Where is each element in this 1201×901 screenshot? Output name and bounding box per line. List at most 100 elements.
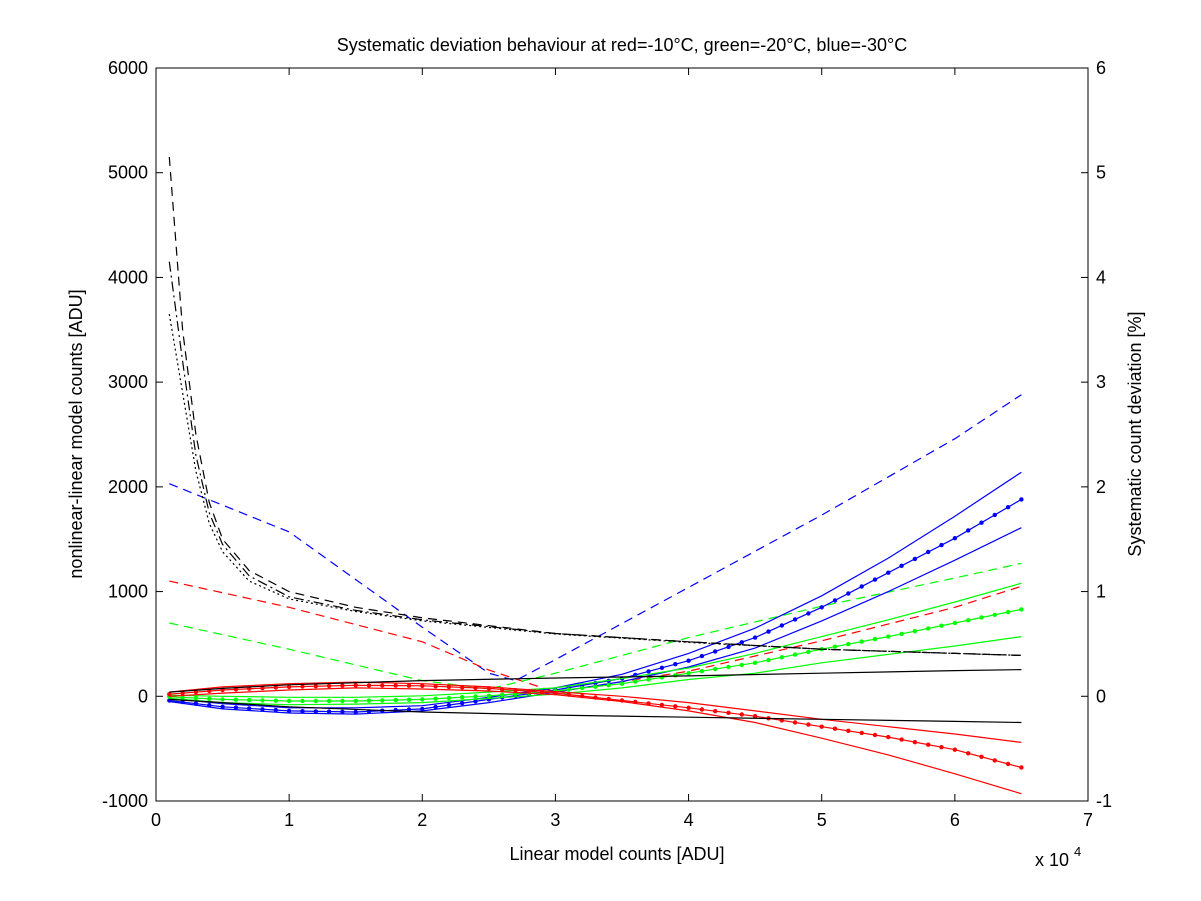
series-green-point — [872, 636, 878, 642]
series-black-dashed-line — [168, 156, 1022, 656]
series-blue-point — [326, 709, 332, 714]
series-green-point — [979, 615, 984, 620]
series-blue-point — [273, 707, 278, 713]
plot-area — [156, 68, 1088, 801]
series-red-point — [1005, 761, 1011, 767]
series-blue-point — [460, 701, 465, 706]
y-axis-label: nonlinear-linear model counts [ADU] — [66, 289, 86, 578]
series-green-point — [353, 698, 358, 704]
series-blue-point — [220, 704, 225, 709]
y2-tick-label: 0 — [1096, 686, 1106, 706]
series-green-point — [420, 697, 425, 702]
series-green-point — [806, 649, 811, 655]
series-red-point — [167, 692, 172, 697]
series-green-point — [992, 612, 997, 617]
x-tick-label: 7 — [1083, 810, 1093, 830]
series-blue-point — [673, 662, 678, 667]
series-red-point — [966, 751, 971, 756]
series-blue-point — [806, 611, 811, 616]
series-green-point — [380, 698, 385, 703]
series-blue-point — [859, 584, 864, 589]
series-red-point — [912, 740, 918, 745]
y2-tick-label: -1 — [1096, 791, 1112, 811]
series-green-solid-line — [169, 636, 1022, 706]
series-green-point — [313, 698, 318, 704]
series-red-point — [926, 742, 931, 747]
series-red-point — [326, 683, 332, 689]
series-red-point — [300, 684, 305, 689]
y-tick-label: 3000 — [108, 372, 148, 392]
series-green-point — [633, 679, 638, 684]
series-red-point — [273, 685, 278, 690]
series-red-point — [260, 685, 265, 691]
series-blue-point — [926, 549, 931, 555]
series-green-point — [473, 694, 478, 699]
series-green-point — [207, 696, 212, 701]
ticks-layer: 0 1 2 3 4 5 6 7-10000100020003000400050006000-1… — [102, 58, 1112, 830]
series-red-point — [420, 683, 425, 688]
series-green-point — [180, 695, 185, 700]
series-blue-point — [286, 708, 292, 714]
series-red-point — [313, 684, 318, 689]
series-green-point — [619, 681, 625, 686]
series-red-point — [752, 714, 758, 719]
x-tick-label: 3 — [550, 810, 560, 830]
series-red-point — [992, 758, 997, 763]
series-red-point — [193, 689, 199, 695]
series-green-point — [713, 666, 718, 672]
y2-axis-label: Systematic count deviation [%] — [1125, 311, 1145, 556]
series-blue-point — [872, 577, 878, 582]
series-black-solid-line — [169, 669, 1022, 693]
series-blue-point — [406, 707, 412, 712]
y-tick-label: 6000 — [108, 58, 148, 78]
series-red-point — [659, 702, 665, 708]
series-green-point — [952, 620, 958, 626]
series-red-dashed-line — [169, 580, 1022, 693]
series-red-solid-line — [169, 687, 1022, 795]
x-tick-label: 0 — [151, 810, 161, 830]
series-red-point — [366, 683, 372, 688]
series-green-point — [326, 698, 332, 704]
series-blue-point — [686, 658, 691, 663]
series-blue-point — [433, 704, 438, 710]
series-red-point — [859, 730, 864, 736]
series-green-point — [686, 671, 691, 676]
x-tick-label: 6 — [950, 810, 960, 830]
y2-tick-label: 4 — [1096, 267, 1106, 287]
series-blue-point — [739, 640, 744, 645]
series-green-point — [966, 618, 971, 623]
series-blue-point — [446, 702, 452, 708]
series-blue-point — [353, 709, 358, 715]
series-blue-dashed-line — [169, 394, 1022, 682]
series-blue-point — [1005, 505, 1011, 510]
series-red-point — [979, 754, 984, 759]
series-green-point — [766, 657, 771, 663]
series-red-point — [460, 685, 465, 690]
series-blue-point — [992, 512, 997, 518]
series-blue-point — [966, 528, 971, 533]
series-green-point — [726, 664, 731, 670]
x-exponent-label: x 10 — [1035, 850, 1069, 870]
series-green-point — [939, 623, 944, 628]
series-red-point — [806, 722, 811, 727]
series-red-solid-dots-line — [169, 684, 1022, 769]
series-green-point — [832, 644, 838, 649]
series-red-point — [286, 684, 292, 690]
series-blue-point — [899, 563, 904, 568]
series-layer — [167, 156, 1024, 795]
series-blue-point — [313, 709, 318, 714]
series-green-point — [846, 641, 851, 647]
series-green-point — [606, 683, 611, 688]
plot-frame — [155, 67, 1089, 802]
series-green-point — [273, 698, 278, 703]
series-red-point — [380, 683, 385, 688]
y-tick-label: 2000 — [108, 477, 148, 497]
series-green-point — [646, 677, 651, 682]
series-red-point — [446, 684, 452, 690]
series-green-point — [1019, 607, 1024, 612]
series-green-point — [366, 698, 372, 703]
series-green-point — [340, 698, 345, 704]
series-red-point — [353, 683, 358, 688]
series-blue-point — [832, 598, 838, 603]
